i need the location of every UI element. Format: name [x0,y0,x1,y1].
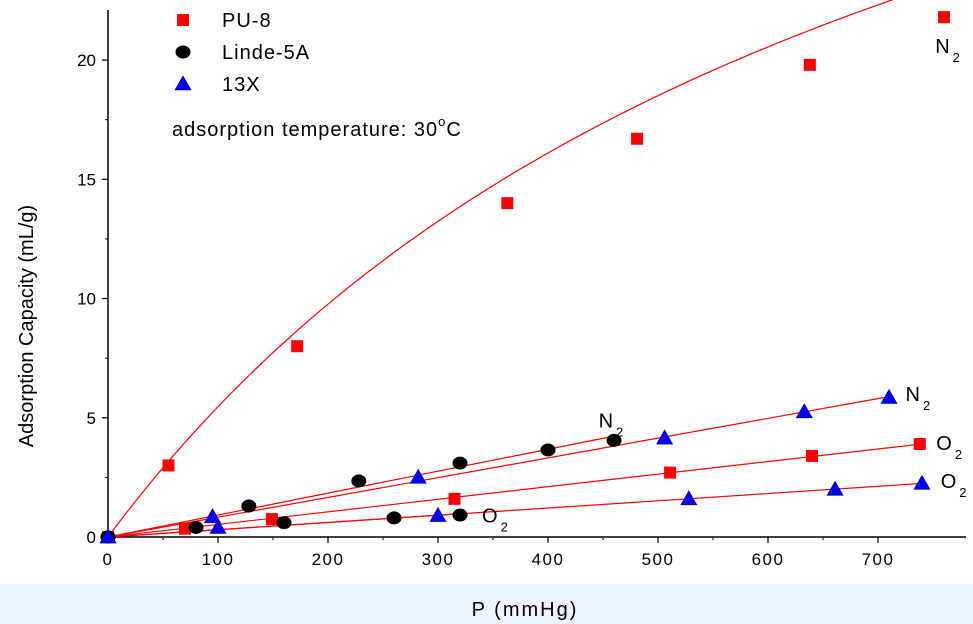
circle-marker [452,508,468,522]
curve-label-main: O [482,506,498,528]
legend: PU-8 Linde-5A 13X adsorption temperature: 3… [172,10,462,141]
curve-label-subscript: 2 [953,50,960,65]
curve-label-subscript: 2 [955,447,962,462]
legend-marker [175,45,191,59]
annotation-unit: C [446,119,461,141]
triangle-marker [99,528,117,544]
x-tick-label: 600 [752,550,785,569]
square-marker [806,449,818,462]
x-tick-label: 200 [312,550,345,569]
square-marker [179,522,191,535]
curve-label-main: N [906,384,920,406]
x-tick-label: 700 [862,550,895,569]
circle-marker [351,474,367,488]
triangle-marker [680,490,698,506]
square-marker [938,11,950,24]
y-tick-label: 5 [87,409,96,428]
circle-marker [386,511,402,525]
triangle-marker [880,388,898,404]
square-marker [448,492,461,505]
square-marker [162,459,175,472]
triangle-marker [795,403,813,419]
triangle-marker [203,508,222,524]
annotation-text: adsorption temperature: 30 [172,119,438,141]
circle-marker [540,443,556,457]
triangle-marker [409,468,427,484]
curve-label-main: O [936,433,952,455]
square-marker [664,466,677,479]
legend-label: 13X [222,74,261,96]
y-tick-label: 10 [77,290,96,309]
bottom-band [0,584,973,624]
data-markers [99,11,950,544]
y-tick-label: 15 [77,170,96,189]
curve-label-subscript: 2 [501,520,508,535]
triangle-marker [826,480,844,496]
circle-marker [188,520,204,534]
curve-label-subscript: 2 [616,424,623,439]
circle-marker [276,516,292,530]
triangle-marker [656,429,674,445]
square-marker [803,58,816,71]
legend-marker [177,14,189,26]
fit-line [107,482,923,538]
square-marker [291,340,304,353]
curve-label-main: O [941,471,957,493]
y-tick-label: 20 [77,51,96,70]
square-marker [501,197,514,210]
square-marker [913,438,926,450]
fit-line [107,0,894,538]
legend-label: PU-8 [222,10,272,32]
curve-label-subscript: 2 [923,398,930,413]
curve-label-main: N [935,36,949,58]
fit-line [107,396,890,538]
square-marker [631,132,644,145]
x-tick-label: 500 [642,550,675,569]
y-tick-label: 0 [87,528,96,547]
circle-marker [606,433,622,447]
triangle-marker [913,474,931,490]
circle-marker [452,456,468,470]
y-axis-label: Adsorption Capacity (mL/g) [16,205,38,447]
x-tick-label: 300 [422,550,455,569]
axes: 0 100 200 300 400 500 600 700 0 5 10 15 20 [77,10,966,569]
x-tick-label: 100 [202,550,235,569]
square-marker [265,513,278,526]
x-tick-label: 400 [532,550,565,569]
fit-line [107,443,920,538]
curve-label-main: N [599,410,613,432]
annotation-degree: o [438,114,446,129]
legend-marker [174,75,192,91]
x-axis-label: P (mmHg) [472,599,579,621]
curve-label-subscript: 2 [959,485,966,500]
triangle-marker [209,518,227,534]
x-tick-label: 0 [103,550,114,569]
temperature-annotation: adsorption temperature: 30oC [172,114,462,141]
triangle-marker [429,506,447,522]
curve-labels: N 2N 2N 2O 2O 2O 2 [482,36,966,535]
circle-marker [241,499,257,513]
legend-label: Linde-5A [222,42,310,64]
